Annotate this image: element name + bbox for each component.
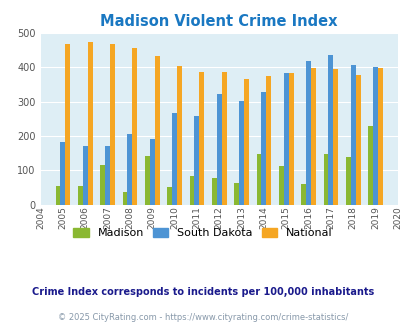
Title: Madison Violent Crime Index: Madison Violent Crime Index bbox=[100, 14, 337, 29]
Bar bbox=[261, 92, 266, 205]
Bar bbox=[105, 146, 110, 205]
Bar bbox=[367, 126, 372, 205]
Bar bbox=[100, 165, 105, 205]
Bar bbox=[194, 116, 199, 205]
Bar bbox=[355, 75, 360, 205]
Legend: Madison, South Dakota, National: Madison, South Dakota, National bbox=[71, 225, 334, 240]
Bar bbox=[145, 156, 149, 205]
Bar bbox=[350, 65, 355, 205]
Bar bbox=[234, 183, 239, 205]
Bar bbox=[55, 186, 60, 205]
Bar bbox=[127, 134, 132, 205]
Bar bbox=[132, 49, 137, 205]
Bar bbox=[372, 67, 377, 205]
Bar bbox=[189, 177, 194, 205]
Bar bbox=[167, 187, 172, 205]
Bar bbox=[83, 146, 87, 205]
Bar bbox=[78, 186, 83, 205]
Bar bbox=[305, 61, 310, 205]
Bar bbox=[221, 72, 226, 205]
Bar bbox=[87, 42, 92, 205]
Bar bbox=[278, 166, 283, 205]
Bar bbox=[283, 73, 288, 205]
Bar bbox=[199, 72, 204, 205]
Bar bbox=[149, 139, 154, 205]
Bar bbox=[216, 94, 221, 205]
Bar bbox=[301, 184, 305, 205]
Bar bbox=[377, 68, 382, 205]
Bar bbox=[328, 55, 333, 205]
Bar bbox=[243, 79, 248, 205]
Bar bbox=[239, 101, 243, 205]
Text: © 2025 CityRating.com - https://www.cityrating.com/crime-statistics/: © 2025 CityRating.com - https://www.city… bbox=[58, 313, 347, 322]
Bar bbox=[211, 178, 216, 205]
Bar bbox=[288, 73, 293, 205]
Bar bbox=[60, 142, 65, 205]
Text: Crime Index corresponds to incidents per 100,000 inhabitants: Crime Index corresponds to incidents per… bbox=[32, 287, 373, 297]
Bar bbox=[345, 157, 350, 205]
Bar bbox=[266, 76, 271, 205]
Bar bbox=[172, 113, 177, 205]
Bar bbox=[122, 192, 127, 205]
Bar bbox=[65, 44, 70, 205]
Bar bbox=[310, 68, 315, 205]
Bar bbox=[333, 69, 337, 205]
Bar bbox=[323, 154, 328, 205]
Bar bbox=[256, 154, 261, 205]
Bar bbox=[177, 66, 181, 205]
Bar bbox=[154, 56, 159, 205]
Bar bbox=[110, 44, 115, 205]
